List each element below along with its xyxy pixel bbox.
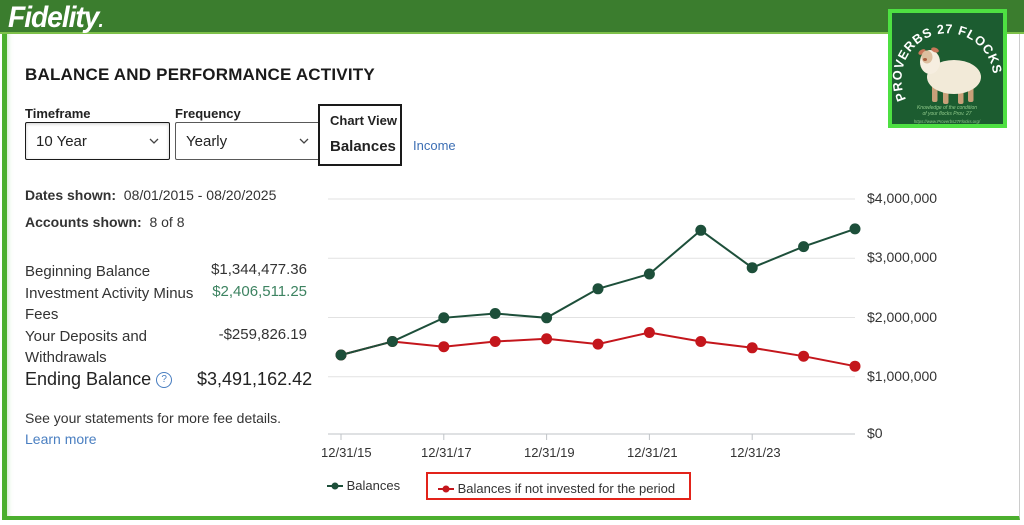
svg-text:https://www.Proverbs27Flocks.o: https://www.Proverbs27Flocks.org/: [914, 119, 981, 124]
svg-text:12/31/21: 12/31/21: [627, 445, 678, 460]
svg-text:12/31/19: 12/31/19: [524, 445, 575, 460]
svg-text:12/31/23: 12/31/23: [730, 445, 781, 460]
svg-text:12/31/17: 12/31/17: [421, 445, 472, 460]
svg-text:$1,000,000: $1,000,000: [867, 368, 937, 384]
svg-text:$3,000,000: $3,000,000: [867, 249, 937, 265]
svg-text:of your flocks Prov. 27: of your flocks Prov. 27: [922, 111, 971, 117]
svg-text:$4,000,000: $4,000,000: [867, 190, 937, 206]
svg-text:$0: $0: [867, 425, 883, 441]
svg-text:$2,000,000: $2,000,000: [867, 309, 937, 325]
svg-text:12/31/15: 12/31/15: [321, 445, 372, 460]
